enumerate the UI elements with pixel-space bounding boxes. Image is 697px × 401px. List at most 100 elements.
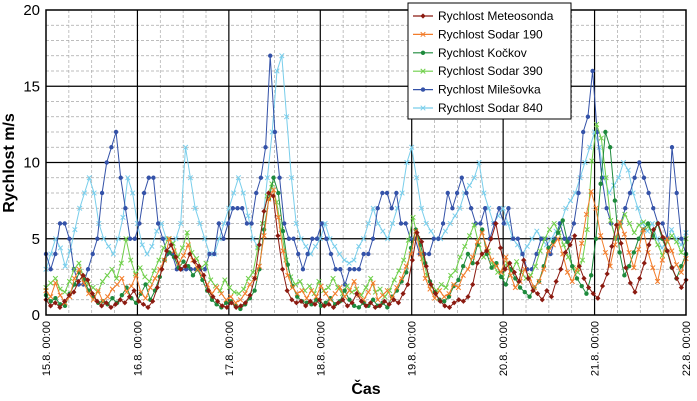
- data-point: [563, 205, 569, 211]
- data-point: [570, 264, 575, 269]
- data-point: [341, 257, 347, 263]
- data-point: [86, 175, 92, 181]
- legend-label: Rychlost Milešovka: [438, 83, 541, 97]
- data-point: [511, 269, 518, 275]
- data-point: [588, 188, 594, 195]
- data-point: [560, 242, 567, 248]
- data-point: [529, 236, 535, 242]
- data-point: [95, 236, 100, 241]
- data-point: [271, 175, 276, 180]
- x-tick-label: 15.8. 00:00: [41, 321, 53, 376]
- data-point: [625, 167, 631, 173]
- data-point: [674, 190, 679, 196]
- data-point: [627, 190, 633, 196]
- data-point: [404, 159, 410, 166]
- data-point: [450, 206, 455, 211]
- data-point: [110, 296, 115, 301]
- data-point: [81, 190, 88, 196]
- data-point: [308, 287, 315, 294]
- data-point: [200, 277, 205, 283]
- data-point: [668, 226, 675, 233]
- data-point: [289, 297, 295, 303]
- data-point: [99, 278, 106, 285]
- data-point: [131, 288, 137, 294]
- legend-label: Rychlost Sodar 840: [438, 101, 543, 115]
- data-point: [422, 275, 428, 282]
- data-point: [349, 300, 355, 306]
- data-point: [419, 239, 425, 245]
- data-point: [361, 251, 366, 257]
- data-point: [347, 267, 352, 272]
- data-point: [505, 220, 511, 227]
- data-point: [426, 251, 432, 257]
- data-point: [520, 251, 525, 257]
- data-point: [659, 245, 665, 251]
- data-point: [516, 278, 522, 285]
- legend-label: Rychlost Meteosonda: [438, 9, 554, 23]
- data-point: [545, 248, 552, 254]
- data-point: [548, 251, 553, 257]
- data-point: [368, 300, 374, 306]
- data-point: [622, 273, 627, 278]
- data-point: [123, 236, 129, 242]
- data-point: [268, 53, 273, 58]
- data-point: [173, 254, 179, 260]
- data-point: [479, 251, 485, 257]
- data-point: [231, 289, 237, 295]
- data-point: [332, 290, 338, 297]
- data-point: [48, 294, 54, 300]
- data-point: [604, 206, 609, 211]
- data-point: [417, 251, 424, 257]
- data-point: [91, 190, 97, 196]
- data-point: [230, 206, 236, 211]
- x-tick-label: 22.8. 00:00: [681, 321, 693, 376]
- data-point: [635, 246, 642, 253]
- data-point: [555, 230, 561, 235]
- data-point: [569, 278, 575, 285]
- legend-box: [407, 2, 572, 120]
- data-point: [544, 288, 550, 294]
- data-point: [410, 214, 416, 221]
- data-point: [101, 236, 107, 242]
- data-point: [399, 190, 405, 196]
- data-point: [478, 221, 483, 226]
- data-point: [442, 228, 449, 234]
- data-point: [510, 236, 516, 241]
- data-point: [603, 175, 609, 181]
- data-point: [436, 236, 441, 241]
- data-point: [567, 242, 573, 248]
- data-point: [240, 190, 246, 196]
- data-point: [57, 221, 63, 226]
- data-point: [99, 303, 105, 309]
- data-point: [572, 190, 578, 196]
- data-point: [216, 236, 222, 242]
- data-point: [66, 292, 72, 298]
- x-tick-label: 19.8. 00:00: [407, 321, 419, 376]
- data-point: [256, 242, 262, 248]
- data-point: [103, 300, 109, 306]
- data-point: [61, 298, 68, 304]
- y-tick-label: 20: [23, 2, 40, 19]
- data-point: [649, 220, 655, 227]
- data-point: [632, 175, 637, 180]
- data-point: [216, 221, 222, 226]
- data-point: [112, 301, 119, 307]
- data-point: [349, 289, 355, 295]
- data-point: [660, 221, 665, 226]
- data-point: [317, 297, 323, 303]
- data-point: [145, 304, 151, 310]
- data-point: [678, 249, 684, 256]
- x-tick-label: 17.8. 00:00: [224, 321, 236, 376]
- data-point: [630, 190, 636, 196]
- data-point: [673, 239, 680, 245]
- data-point: [177, 266, 184, 272]
- data-point: [297, 278, 303, 285]
- data-point: [375, 220, 381, 227]
- data-point: [598, 135, 604, 141]
- data-point: [585, 114, 591, 119]
- data-point: [298, 298, 304, 304]
- data-point: [203, 260, 209, 266]
- data-point: [637, 160, 642, 165]
- y-tick-label: 5: [32, 231, 40, 248]
- data-point: [143, 282, 148, 287]
